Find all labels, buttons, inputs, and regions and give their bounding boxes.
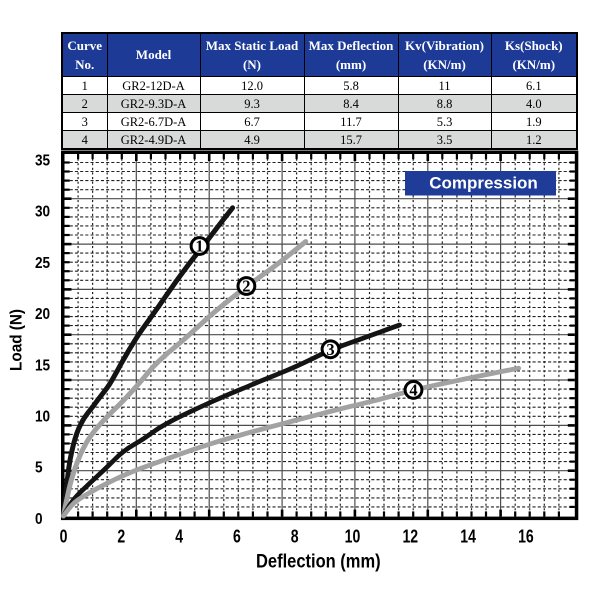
svg-text:5: 5 <box>35 460 43 477</box>
svg-text:35: 35 <box>35 153 50 170</box>
svg-text:10: 10 <box>345 527 361 547</box>
svg-text:30: 30 <box>35 204 50 221</box>
svg-text:16: 16 <box>518 527 534 547</box>
svg-text:25: 25 <box>35 255 50 272</box>
svg-text:Compression: Compression <box>429 174 538 193</box>
svg-text:2: 2 <box>242 277 250 296</box>
svg-text:3: 3 <box>326 340 334 359</box>
svg-text:0: 0 <box>60 527 68 547</box>
svg-text:8: 8 <box>291 527 299 547</box>
svg-text:10: 10 <box>35 409 50 426</box>
svg-text:1: 1 <box>195 237 203 256</box>
svg-text:Load (N): Load (N) <box>7 309 26 371</box>
svg-text:20: 20 <box>35 306 50 323</box>
svg-text:2: 2 <box>117 527 125 547</box>
svg-text:15: 15 <box>35 357 50 374</box>
svg-text:Deflection (mm): Deflection (mm) <box>256 550 381 572</box>
svg-text:12: 12 <box>402 527 418 547</box>
svg-text:0: 0 <box>35 511 43 528</box>
svg-text:6: 6 <box>233 527 241 547</box>
svg-text:4: 4 <box>175 527 184 547</box>
svg-text:14: 14 <box>460 527 476 547</box>
svg-text:4: 4 <box>409 381 417 400</box>
